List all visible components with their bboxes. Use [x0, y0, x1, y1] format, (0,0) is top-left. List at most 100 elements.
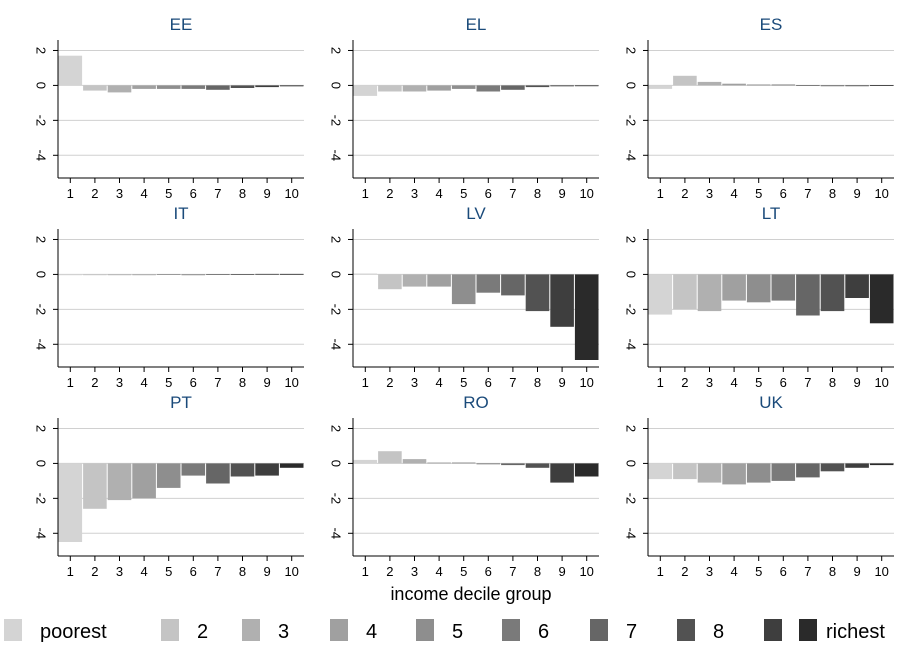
bar-pt-3 — [107, 463, 132, 501]
bar-lv-4 — [427, 274, 451, 287]
x-tick-label: 3 — [411, 375, 418, 390]
bar-lv-7 — [501, 274, 525, 296]
bar-el-2 — [378, 85, 402, 92]
legend-label: 2 — [197, 621, 208, 643]
bar-lv-10 — [574, 274, 599, 360]
legend-item-7: 7 — [590, 619, 637, 643]
bar-it-9 — [255, 273, 279, 275]
legend-swatch — [161, 619, 179, 641]
legend-label: 4 — [366, 621, 377, 643]
x-tick-label: 7 — [214, 375, 221, 390]
y-tick-label: -2 — [34, 493, 49, 505]
panel-title: LT — [762, 204, 781, 223]
x-tick-label: 6 — [485, 375, 492, 390]
bar-es-5 — [746, 84, 771, 86]
bar-pt-4 — [132, 463, 156, 499]
bar-ro-3 — [402, 459, 427, 464]
bar-ee-1 — [58, 55, 83, 86]
legend-swatch — [4, 619, 22, 641]
x-tick-label: 7 — [509, 564, 516, 579]
y-tick-label: 2 — [624, 47, 639, 54]
legend-swatch — [416, 619, 434, 641]
x-tick-label: 10 — [874, 186, 888, 201]
x-tick-label: 9 — [263, 375, 270, 390]
bar-pt-7 — [206, 463, 230, 484]
bar-it-8 — [230, 274, 255, 275]
bar-es-2 — [673, 75, 697, 86]
legend-label: 8 — [713, 621, 724, 643]
legend-item-5: 5 — [416, 619, 463, 643]
panel-lv: LV 2 0 -2 -4 1 2 3 4 5 6 7 8 9 10 — [329, 204, 599, 390]
y-tick-label: 2 — [34, 47, 49, 54]
legend-item-4: 4 — [330, 619, 377, 643]
bar-pt-10 — [279, 463, 304, 468]
x-tick-label: 10 — [284, 375, 298, 390]
x-tick-label: 10 — [579, 186, 593, 201]
bar-lt-5 — [746, 274, 771, 303]
x-tick-label: 9 — [558, 375, 565, 390]
x-tick-label: 8 — [239, 375, 246, 390]
bar-ee-5 — [156, 85, 181, 89]
x-tick-label: 1 — [67, 186, 74, 201]
bar-el-5 — [451, 85, 476, 89]
x-tick-label: 2 — [681, 564, 688, 579]
bar-lv-8 — [525, 274, 550, 312]
y-tick-label: 0 — [34, 82, 49, 89]
x-tick-label: 5 — [165, 375, 172, 390]
legend-swatch — [242, 619, 260, 641]
x-tick-label: 1 — [67, 564, 74, 579]
legend-label: 7 — [626, 621, 637, 643]
legend-label: 6 — [538, 621, 549, 643]
x-tick-label: 10 — [284, 186, 298, 201]
x-tick-label: 1 — [362, 186, 369, 201]
bar-uk-5 — [746, 463, 771, 483]
bar-ro-5 — [451, 462, 476, 464]
bar-lt-8 — [820, 274, 845, 312]
panel-ro: RO 2 0 -2 -4 1 2 3 4 5 6 7 8 9 10 — [329, 393, 599, 579]
x-tick-label: 7 — [804, 375, 811, 390]
panel-pt: PT 2 0 -2 -4 1 2 3 4 5 6 7 8 9 10 — [34, 393, 304, 579]
panel-title: RO — [463, 393, 489, 412]
bar-it-5 — [156, 274, 181, 275]
x-tick-label: 5 — [460, 186, 467, 201]
x-tick-label: 4 — [140, 564, 147, 579]
x-tick-label: 1 — [362, 375, 369, 390]
x-axis-label: income decile group — [390, 584, 551, 604]
x-tick-label: 5 — [755, 186, 762, 201]
x-tick-label: 8 — [534, 186, 541, 201]
x-tick-label: 3 — [411, 564, 418, 579]
x-tick-label: 9 — [263, 186, 270, 201]
bar-uk-6 — [771, 463, 796, 481]
bar-it-7 — [206, 274, 230, 275]
x-tick-label: 2 — [386, 186, 393, 201]
bar-ro-6 — [476, 463, 501, 465]
bar-lv-5 — [451, 274, 476, 305]
panel-el: EL 2 0 -2 -4 1 2 3 4 5 6 7 8 9 10 — [329, 15, 599, 201]
bar-es-4 — [722, 83, 746, 86]
bar-lt-10 — [869, 274, 894, 324]
bar-lt-7 — [796, 274, 820, 316]
panel-uk: UK 2 0 -2 -4 1 2 3 4 5 6 7 8 9 10 — [624, 393, 894, 579]
bar-uk-7 — [796, 463, 820, 478]
bar-pt-9 — [255, 463, 279, 476]
legend-label: 5 — [452, 621, 463, 643]
bar-el-7 — [501, 85, 525, 90]
x-tick-label: 9 — [853, 564, 860, 579]
bar-lv-9 — [550, 274, 574, 327]
legend-swatch — [799, 619, 817, 641]
y-tick-label: -4 — [34, 150, 49, 162]
y-tick-label: 0 — [34, 460, 49, 467]
bar-it-2 — [83, 274, 107, 276]
y-tick-label: 0 — [329, 82, 344, 89]
bar-es-9 — [845, 85, 869, 87]
x-tick-label: 4 — [435, 375, 442, 390]
legend-swatch — [764, 619, 782, 641]
legend-swatch — [502, 619, 520, 641]
bar-uk-4 — [722, 463, 746, 485]
bar-ro-9 — [550, 463, 574, 483]
bar-ee-8 — [230, 85, 255, 88]
bar-pt-8 — [230, 463, 255, 477]
x-tick-label: 10 — [874, 564, 888, 579]
x-tick-label: 6 — [190, 186, 197, 201]
